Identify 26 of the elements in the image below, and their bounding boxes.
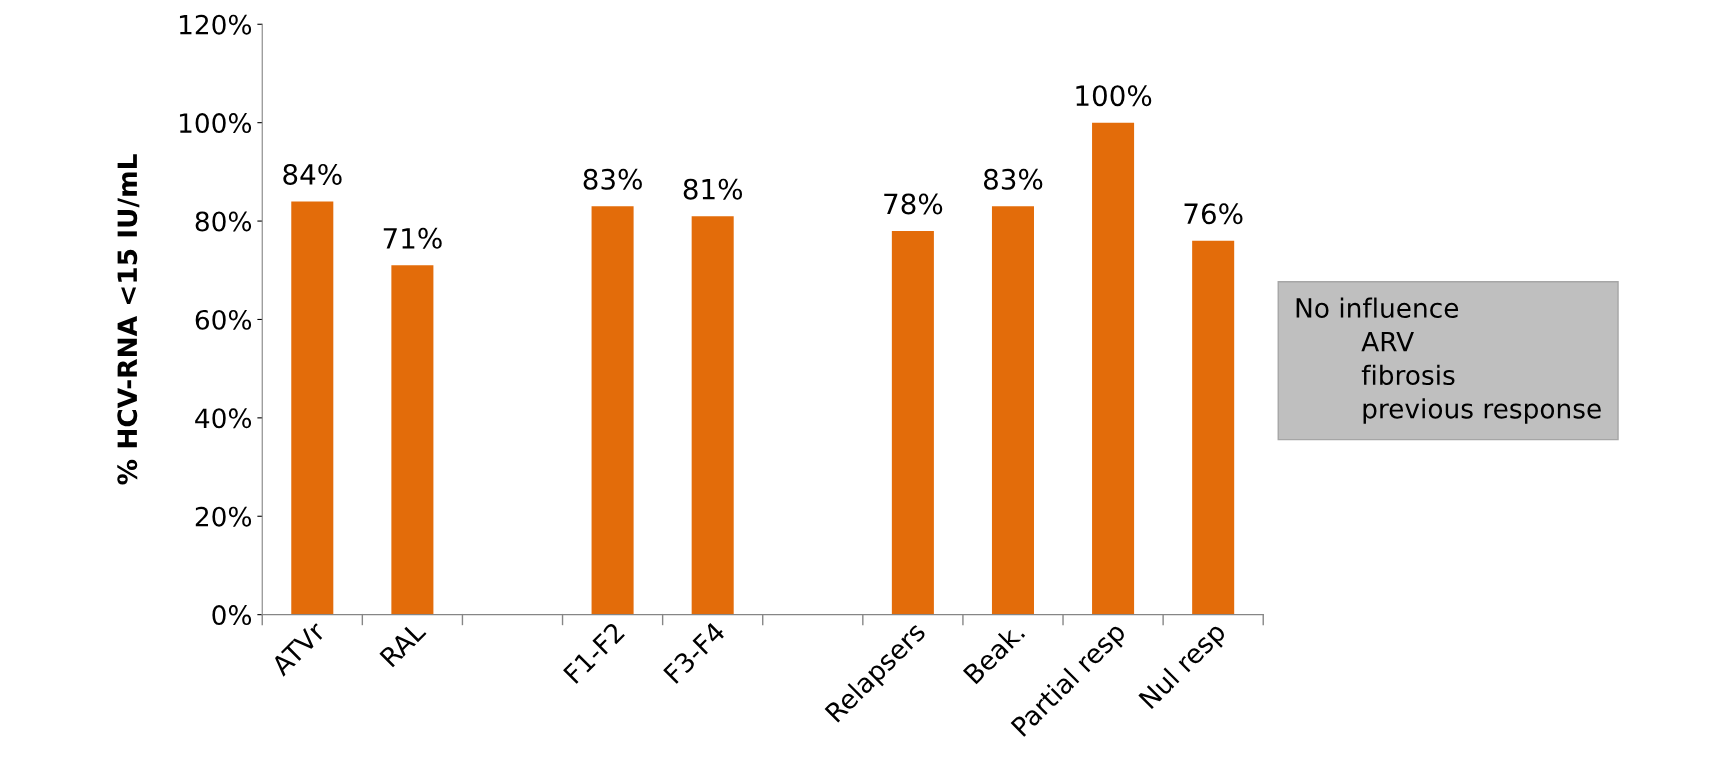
y-tick-label: 100% [179, 113, 252, 134]
bar [891, 230, 934, 615]
bar [1192, 240, 1235, 615]
data-label: 83% [583, 168, 642, 190]
bar [291, 201, 334, 615]
bar [391, 265, 434, 615]
y-tick-label: 40% [195, 408, 252, 429]
bar [991, 206, 1034, 615]
y-tick-label: 0% [212, 605, 252, 626]
y-axis-title: % HCV-RNA <15 IU/mL [117, 154, 140, 485]
y-tick-label: 20% [195, 506, 252, 527]
bar [691, 216, 734, 615]
data-label: 84% [283, 163, 342, 185]
data-label: 83% [983, 168, 1043, 190]
data-label: 76% [1184, 203, 1243, 225]
x-tick-label: RAL [379, 620, 427, 668]
text: No influence ARV fibrosis previous response [1296, 297, 1601, 424]
bar [591, 206, 634, 615]
data-label: 81% [683, 178, 743, 200]
y-tick-label: 80% [195, 211, 252, 232]
data-label: 78% [884, 193, 943, 215]
y-tick-label: 120% [179, 14, 252, 35]
data-label: 100% [1076, 85, 1152, 107]
y-tick-label: 60% [195, 309, 252, 330]
bar [1092, 122, 1135, 615]
data-label: 71% [383, 227, 442, 249]
